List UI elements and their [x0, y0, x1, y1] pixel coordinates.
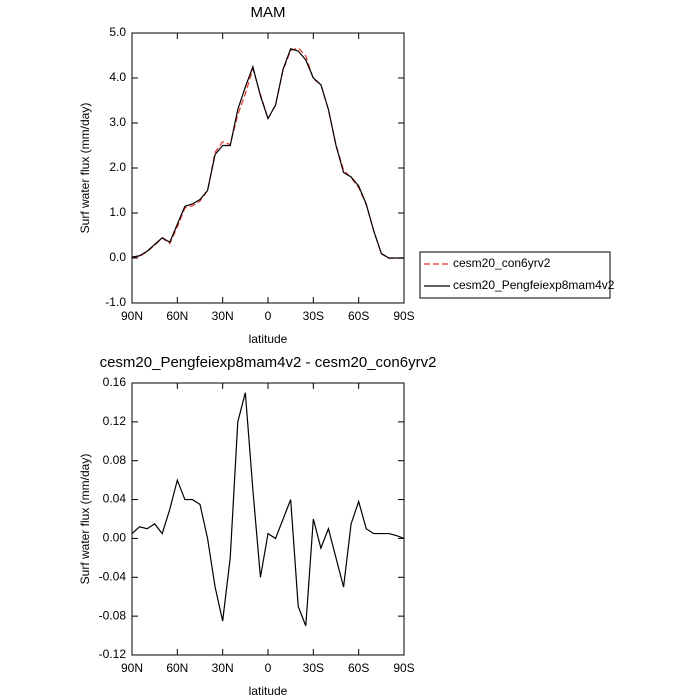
y-axis-label: Surf water flux (mm/day) — [78, 103, 92, 234]
x-tick-label: 60S — [348, 309, 369, 323]
y-tick-label: 0.12 — [103, 414, 127, 428]
x-tick-label: 30N — [212, 309, 234, 323]
chart-title: MAM — [251, 4, 286, 21]
x-tick-label: 90S — [393, 661, 414, 675]
x-tick-label: 90S — [393, 309, 414, 323]
y-tick-label: 1.0 — [109, 205, 126, 219]
y-tick-label: 0.16 — [103, 375, 127, 389]
x-tick-label: 90N — [121, 661, 143, 675]
plot-frame — [131, 382, 405, 656]
y-tick-label: 0.04 — [103, 492, 127, 506]
data-line — [131, 48, 404, 259]
legend-box — [419, 251, 611, 299]
x-tick-label: 60S — [348, 661, 369, 675]
x-tick-label: 60N — [166, 661, 188, 675]
y-tick-label: -1.0 — [105, 295, 126, 309]
legend-label: cesm20_Pengfeiexp8mam4v2 — [453, 278, 615, 292]
y-tick-label: 2.0 — [109, 160, 126, 174]
x-axis-label: latitude — [249, 332, 288, 346]
data-line — [131, 392, 405, 627]
x-axis-label: latitude — [249, 684, 288, 698]
x-tick-label: 0 — [265, 309, 272, 323]
x-tick-label: 30N — [212, 661, 234, 675]
y-tick-label: -0.04 — [99, 569, 127, 583]
y-tick-label: 0.08 — [103, 453, 127, 467]
y-tick-label: -0.12 — [99, 647, 127, 661]
y-tick-label: 0.0 — [109, 250, 126, 264]
chart-title: cesm20_Pengfeiexp8mam4v2 - cesm20_con6yr… — [100, 354, 437, 371]
legend-label: cesm20_con6yrv2 — [453, 256, 551, 270]
y-tick-label: -0.08 — [99, 608, 127, 622]
x-tick-label: 0 — [265, 661, 272, 675]
y-tick-label: 3.0 — [109, 115, 126, 129]
y-axis-label: Surf water flux (mm/day) — [78, 454, 92, 585]
x-tick-label: 90N — [121, 309, 143, 323]
x-tick-label: 60N — [166, 309, 188, 323]
x-tick-label: 30S — [303, 661, 324, 675]
x-tick-label: 30S — [303, 309, 324, 323]
y-tick-label: 4.0 — [109, 70, 126, 84]
y-tick-label: 0.00 — [103, 531, 127, 545]
data-line — [131, 47, 405, 259]
y-tick-label: 5.0 — [109, 25, 126, 39]
plot-frame — [131, 32, 405, 304]
